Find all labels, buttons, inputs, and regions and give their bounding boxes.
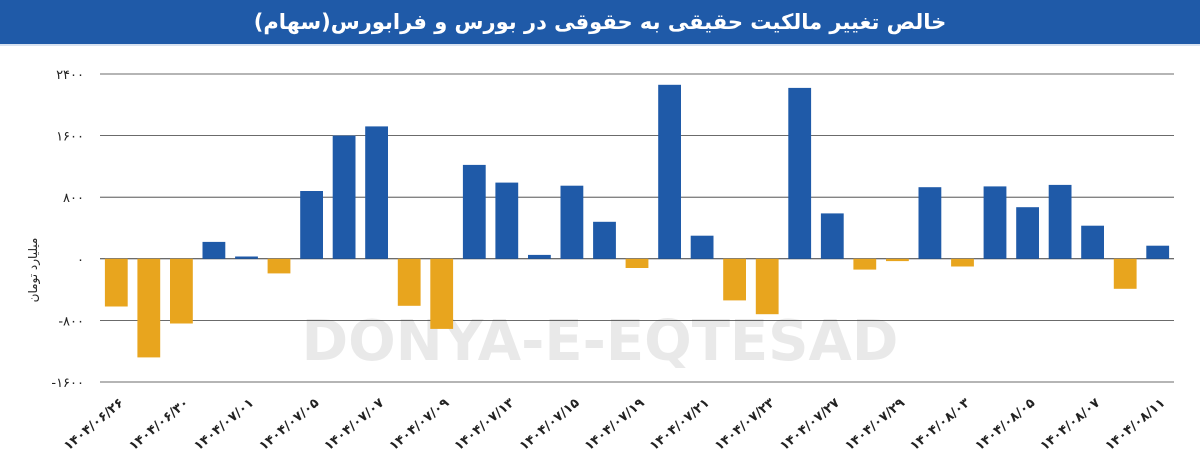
bar bbox=[1048, 184, 1072, 259]
x-tick-label: ۱۴۰۴/۰۶/۳۰ bbox=[126, 396, 192, 454]
x-tick-label: ۱۴۰۴/۰۷/۰۷ bbox=[322, 396, 388, 454]
bar bbox=[528, 254, 551, 259]
watermark-text: DONYA-E-EQTESAD bbox=[302, 309, 899, 374]
bar bbox=[886, 258, 909, 262]
x-tick-label: ۱۴۰۴/۰۷/۲۱ bbox=[647, 396, 713, 454]
bar bbox=[983, 186, 1007, 259]
y-tick-label: -۸۰۰ bbox=[58, 314, 84, 329]
chart-title: خالص تغییر مالکیت حقیقی به حقوقی در بورس… bbox=[253, 10, 947, 34]
bar bbox=[300, 191, 323, 259]
bar bbox=[397, 258, 421, 306]
bar bbox=[1113, 258, 1137, 289]
x-tick-label: ۱۴۰۴/۰۶/۲۶ bbox=[61, 396, 127, 454]
bar bbox=[918, 187, 942, 259]
x-tick-label: ۱۴۰۴/۰۷/۱۹ bbox=[582, 396, 648, 454]
bar bbox=[202, 241, 226, 259]
bar bbox=[365, 126, 388, 259]
bar bbox=[593, 221, 616, 259]
y-tick-label: ۲۴۰۰ bbox=[56, 68, 84, 83]
bar bbox=[137, 258, 161, 358]
bar bbox=[235, 256, 258, 259]
x-tick-label: ۱۴۰۴/۰۸/۰۷ bbox=[1038, 396, 1104, 454]
bar bbox=[462, 164, 486, 259]
bar bbox=[1081, 225, 1104, 259]
y-tick-label: ۱۶۰۰ bbox=[56, 130, 84, 145]
chart-card: میلیارد تومان DONYA-E-EQTESAD -۱۶۰۰ -۸۰۰ ۰… bbox=[4, 48, 1196, 463]
y-tick-labels: -۱۶۰۰ -۸۰۰ ۰ ۸۰۰ ۱۶۰۰ ۲۴۰۰ bbox=[51, 68, 84, 391]
y-tick-label: -۱۶۰۰ bbox=[51, 376, 84, 391]
x-tick-label: ۱۴۰۴/۰۷/۲۷ bbox=[777, 396, 843, 454]
x-tick-label: ۱۴۰۴/۰۸/۱۱ bbox=[1103, 396, 1169, 454]
bar bbox=[951, 258, 974, 267]
bar bbox=[788, 87, 812, 259]
title-bar: خالص تغییر مالکیت حقیقی به حقوقی در بورس… bbox=[0, 0, 1200, 46]
x-tick-label: ۱۴۰۴/۰۷/۰۱ bbox=[191, 396, 257, 454]
bar bbox=[332, 135, 356, 259]
bar bbox=[820, 213, 844, 259]
bar bbox=[1146, 245, 1170, 259]
x-tick-label: ۱۴۰۴/۰۷/۲۳ bbox=[712, 396, 778, 454]
bar bbox=[723, 258, 746, 301]
x-tick-label: ۱۴۰۴/۰۷/۲۹ bbox=[842, 396, 908, 454]
grid-lines bbox=[100, 73, 1174, 383]
x-tick-labels: ۱۴۰۴/۰۶/۲۶ ۱۴۰۴/۰۶/۳۰ ۱۴۰۴/۰۷/۰۱ ۱۴۰۴/۰۷/۰۵… bbox=[61, 396, 1168, 454]
bar bbox=[625, 258, 649, 268]
bar bbox=[1016, 207, 1039, 259]
watermark: DONYA-E-EQTESAD bbox=[302, 309, 899, 374]
x-tick-label: ۱۴۰۴/۰۷/۰۹ bbox=[387, 396, 453, 454]
bar bbox=[170, 258, 193, 324]
bar bbox=[267, 258, 291, 274]
bar-chart: DONYA-E-EQTESAD -۱۶۰۰ -۸۰۰ ۰ ۸۰۰ ۱۶۰۰ ۲۴۰۰ ۱۴… bbox=[51, 68, 1174, 454]
bar bbox=[755, 258, 779, 315]
bar bbox=[560, 185, 584, 259]
x-tick-label: ۱۴۰۴/۰۸/۰۳ bbox=[907, 396, 973, 454]
bars bbox=[104, 84, 1170, 358]
y-tick-label: ۸۰۰ bbox=[63, 191, 84, 206]
x-tick-label: ۱۴۰۴/۰۷/۱۳ bbox=[452, 396, 518, 454]
x-tick-label: ۱۴۰۴/۰۸/۰۵ bbox=[973, 396, 1039, 454]
bar bbox=[104, 258, 128, 307]
bar bbox=[495, 182, 519, 259]
y-tick-label: ۰ bbox=[77, 253, 84, 268]
bar bbox=[690, 235, 714, 259]
x-tick-label: ۱۴۰۴/۰۷/۱۵ bbox=[517, 396, 583, 454]
bar bbox=[658, 84, 681, 259]
x-tick-label: ۱۴۰۴/۰۷/۰۵ bbox=[257, 396, 323, 454]
bar bbox=[853, 258, 877, 270]
bar bbox=[430, 258, 454, 329]
